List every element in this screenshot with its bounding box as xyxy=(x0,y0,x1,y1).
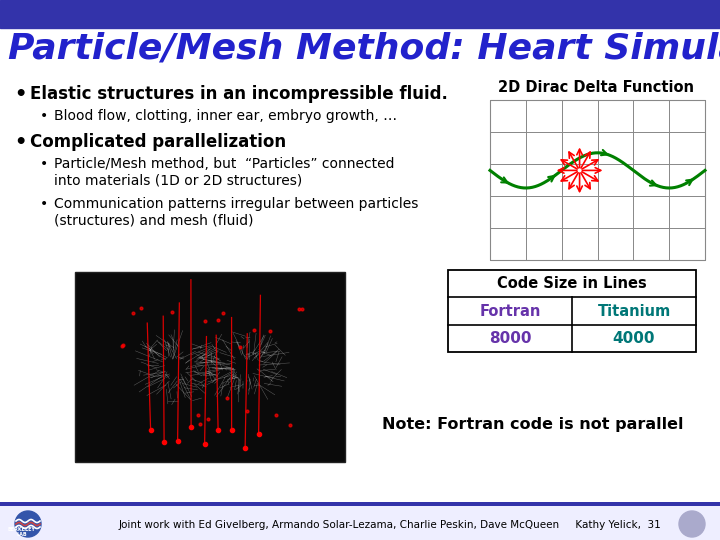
Text: Titanium: Titanium xyxy=(598,303,670,319)
Text: Particle/Mesh method, but  “Particles” connected
into materials (1D or 2D struct: Particle/Mesh method, but “Particles” co… xyxy=(54,157,395,187)
Text: •: • xyxy=(14,133,27,152)
Text: Note: Fortran code is not parallel: Note: Fortran code is not parallel xyxy=(382,417,683,433)
Text: Joint work with Ed Givelberg, Armando Solar-Lezama, Charlie Peskin, Dave McQueen: Joint work with Ed Givelberg, Armando So… xyxy=(119,520,662,530)
Bar xyxy=(0,0,720,28)
Circle shape xyxy=(679,511,705,537)
Bar xyxy=(448,270,696,352)
Text: Fortran: Fortran xyxy=(480,303,541,319)
Bar xyxy=(75,272,345,462)
Text: Blood flow, clotting, inner ear, embryo growth, …: Blood flow, clotting, inner ear, embryo … xyxy=(54,109,397,123)
Text: Complicated parallelization: Complicated parallelization xyxy=(30,133,286,151)
Text: •: • xyxy=(40,197,48,211)
Bar xyxy=(0,502,720,540)
Text: 2D Dirac Delta Function: 2D Dirac Delta Function xyxy=(498,80,694,95)
Text: 8000: 8000 xyxy=(489,331,531,346)
Circle shape xyxy=(15,511,41,537)
Text: •: • xyxy=(40,157,48,171)
Text: BERKELEY
LAB: BERKELEY LAB xyxy=(8,526,36,537)
Text: Elastic structures in an incompressible fluid.: Elastic structures in an incompressible … xyxy=(30,85,448,103)
Text: Code Size in Lines: Code Size in Lines xyxy=(497,276,647,291)
Text: Particle/Mesh Method: Heart Simulation: Particle/Mesh Method: Heart Simulation xyxy=(8,32,720,66)
Text: 4000: 4000 xyxy=(613,331,655,346)
Bar xyxy=(0,502,720,506)
Text: •: • xyxy=(40,109,48,123)
Bar xyxy=(490,100,705,260)
Text: Communication patterns irregular between particles
(structures) and mesh (fluid): Communication patterns irregular between… xyxy=(54,197,418,227)
Text: •: • xyxy=(14,85,27,104)
